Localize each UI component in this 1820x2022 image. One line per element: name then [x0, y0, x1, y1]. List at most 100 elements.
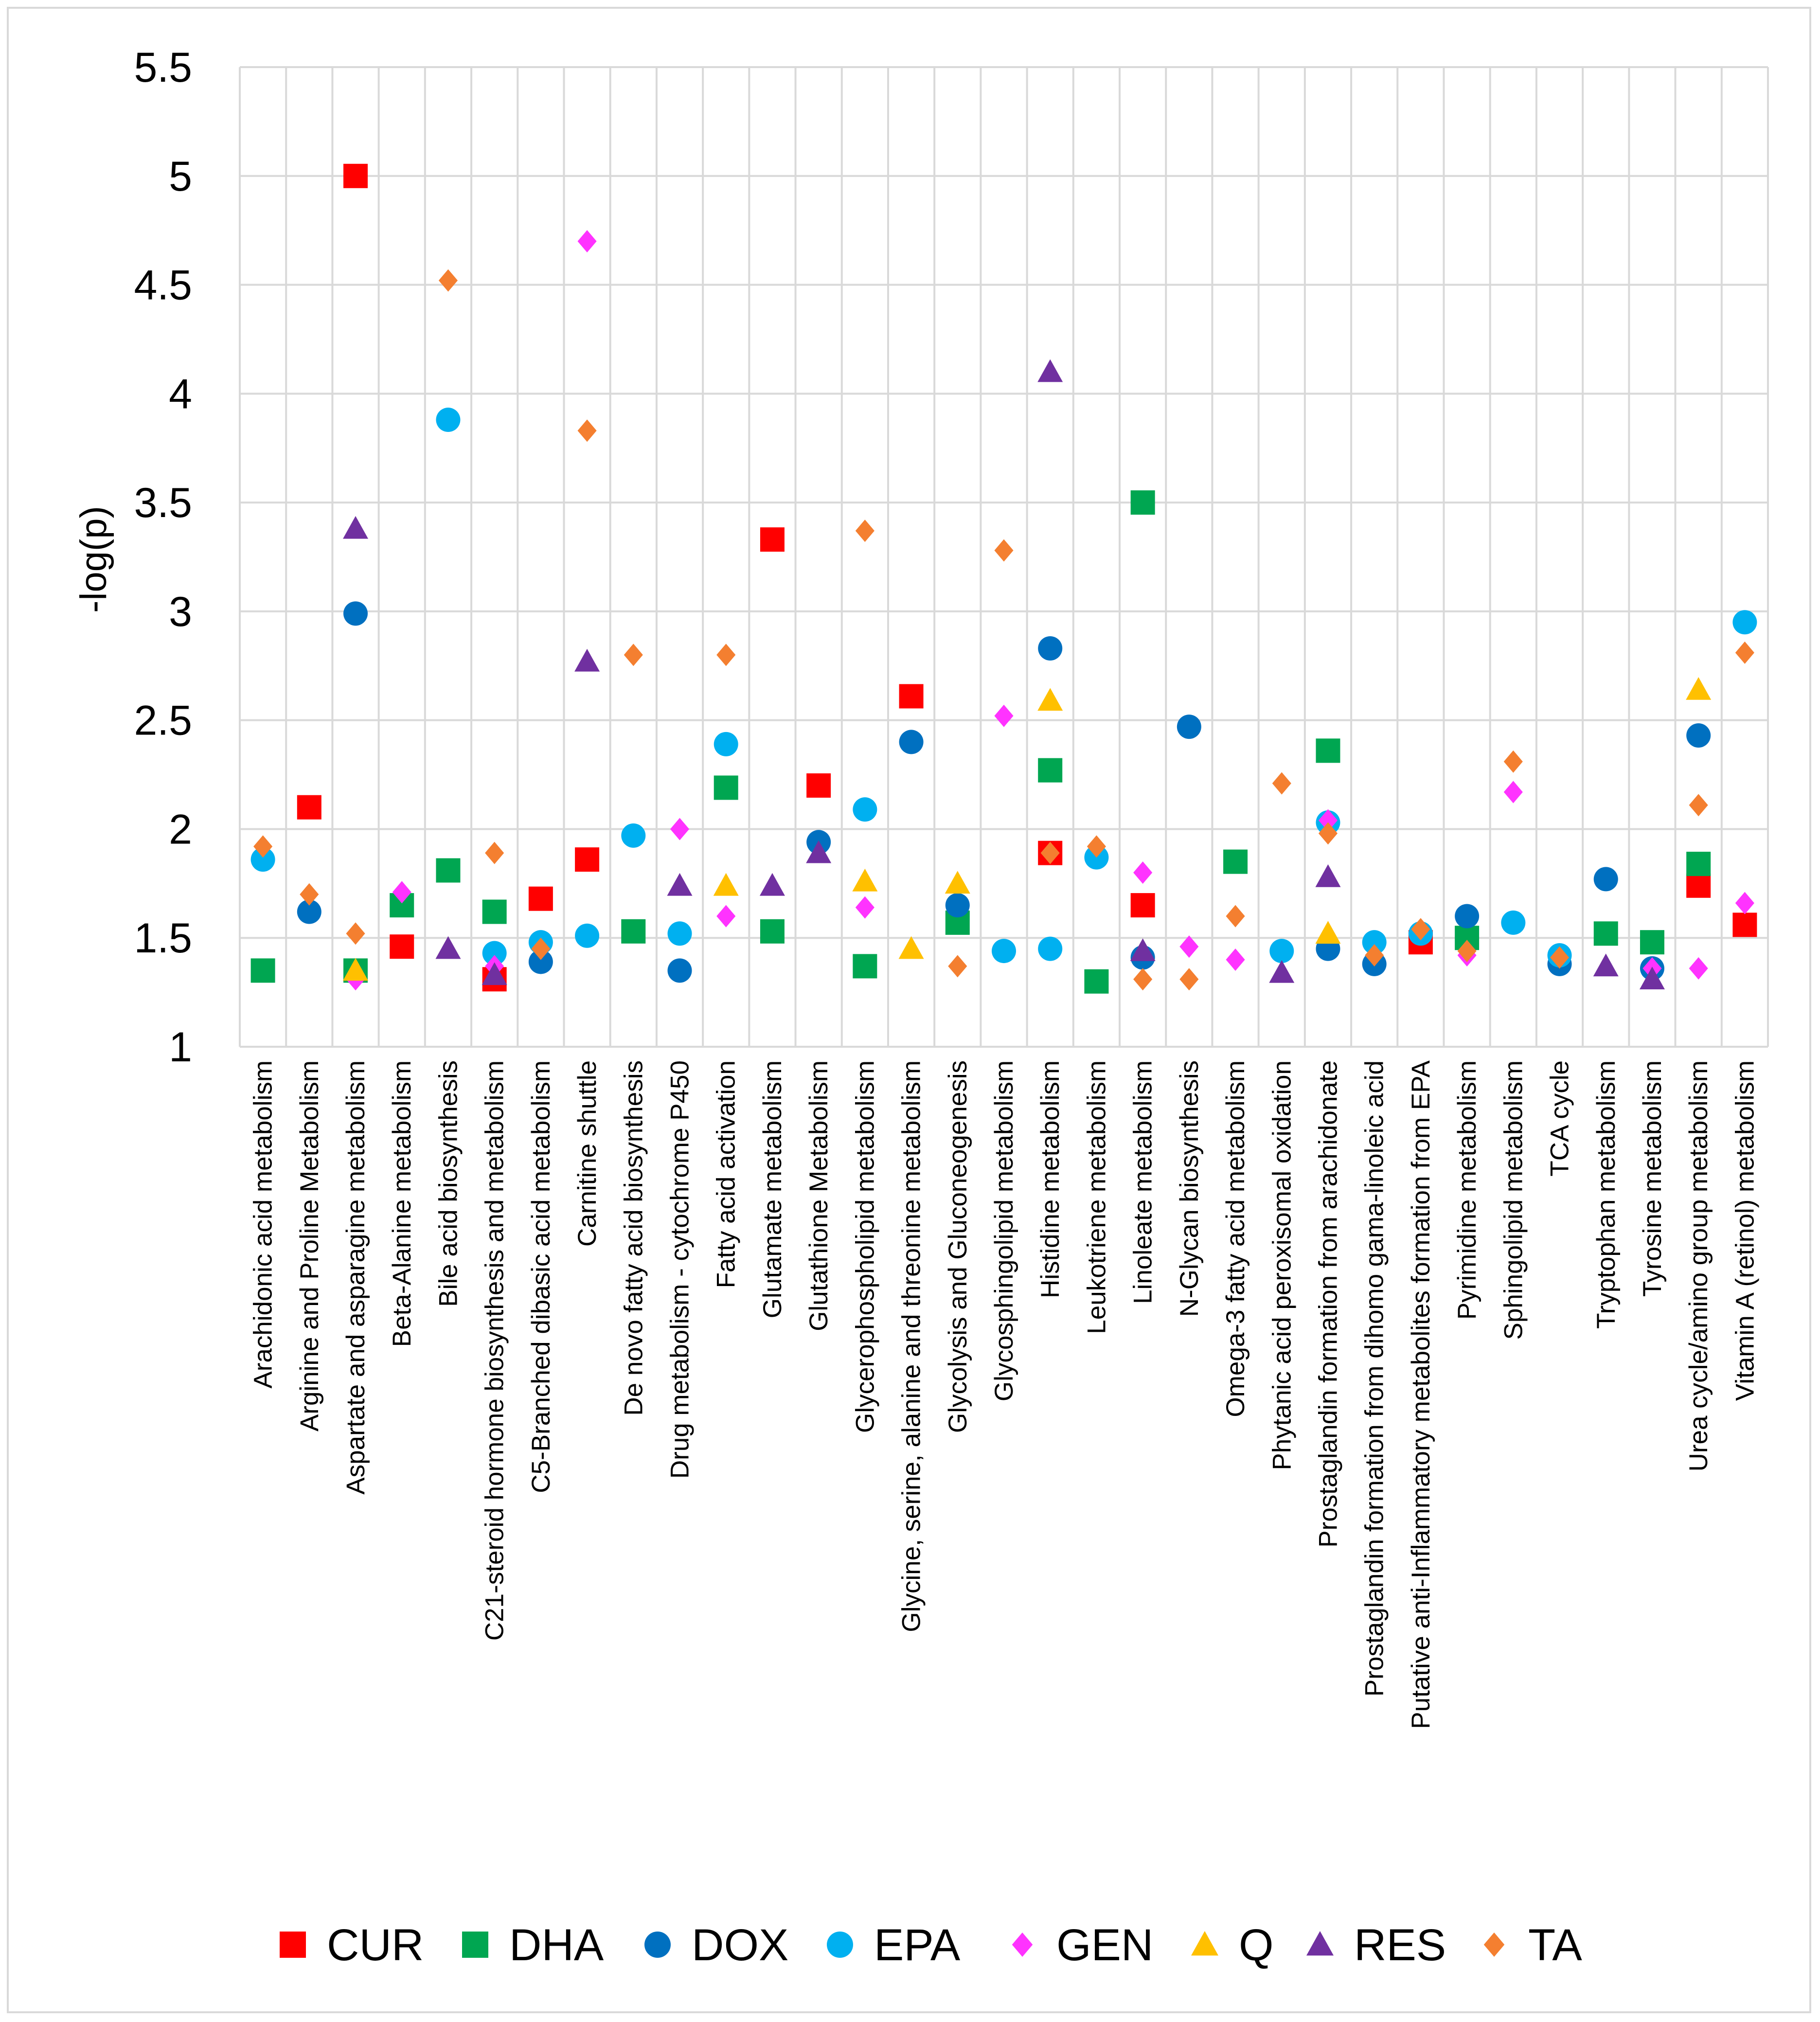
x-tick-label: Arachidonic acid metabolism [249, 1060, 278, 1389]
legend-marker-ta [1483, 1933, 1505, 1957]
point-gen [855, 896, 874, 919]
point-gen [1133, 861, 1153, 884]
x-tick-label: Glycolysis and Gluconeogenesis [944, 1060, 972, 1433]
point-res [1639, 966, 1665, 990]
point-res [759, 873, 785, 896]
y-tick-label: 1.5 [134, 915, 192, 962]
legend-marker-res [1306, 1931, 1334, 1956]
point-dox [528, 949, 553, 974]
y-tick-label: 5.5 [134, 44, 192, 91]
point-res [1315, 864, 1341, 887]
x-tick-label: C21-steroid hormone biosynthesis and met… [481, 1060, 509, 1641]
point-dha [621, 919, 646, 944]
y-tick-label: 4 [169, 371, 192, 417]
x-tick-label: Glycine, serine, alanine and threonine m… [897, 1060, 926, 1632]
point-epa [1501, 910, 1526, 935]
point-gen [716, 905, 736, 928]
x-tick-label: Leukotriene metabolism [1082, 1060, 1111, 1334]
point-res [435, 936, 461, 959]
gridlines [239, 66, 1769, 1048]
point-ta [994, 539, 1014, 562]
point-ta [1133, 968, 1153, 991]
point-gen [392, 881, 411, 904]
point-gen [1179, 935, 1199, 958]
point-epa [1732, 610, 1757, 635]
point-q [713, 873, 739, 896]
point-epa [853, 797, 877, 822]
legend-label-gen: GEN [1056, 1920, 1153, 1970]
point-dox [1593, 867, 1618, 892]
y-tick-label: 2 [169, 806, 192, 853]
x-tick-label: Drug metabolism - cytochrome P450 [666, 1060, 695, 1479]
point-ta [300, 883, 319, 906]
point-dox [667, 958, 692, 983]
point-ta [1365, 944, 1384, 967]
x-tick-label: Omega-3 fatty acid metabolism [1221, 1060, 1250, 1417]
point-ta [716, 644, 736, 666]
point-dox [1455, 904, 1480, 929]
legend: CUR DHA DOX EPA GEN Q RES TA [280, 1920, 1582, 1970]
x-tick-label: Linoleate metabolism [1129, 1060, 1158, 1304]
x-tick-label: Putative anti-Inflammatory metabolites f… [1407, 1060, 1435, 1729]
point-cur [575, 847, 600, 872]
point-dha [760, 919, 785, 944]
point-q [852, 868, 878, 892]
point-dox [1038, 636, 1063, 661]
point-dha [250, 958, 275, 983]
legend-label-dox: DOX [692, 1920, 788, 1970]
point-cur [760, 527, 785, 552]
point-gen [1226, 948, 1245, 971]
point-epa [1269, 939, 1294, 964]
x-tick-label: Glutathione Metabolism [804, 1060, 833, 1331]
point-ta [1040, 841, 1060, 864]
point-dha [1593, 921, 1618, 946]
point-dha [714, 775, 738, 800]
series-res [343, 359, 1665, 990]
x-tick-label: Phytanic acid peroxisomal oxidation [1267, 1060, 1296, 1470]
x-tick-label: Vitamin A (retinol) metabolism [1731, 1060, 1759, 1401]
x-tick-label: Carnitine shuttle [573, 1060, 602, 1247]
legend-label-dha: DHA [509, 1920, 604, 1970]
chart-frame [7, 7, 1811, 2013]
legend-marker-dox [644, 1932, 671, 1958]
point-cur [390, 934, 414, 959]
point-epa [714, 732, 738, 756]
point-cur [899, 684, 924, 709]
point-ta [855, 519, 874, 542]
x-tick-label: Sphingolipid metabolism [1499, 1060, 1528, 1340]
legend-label-res: RES [1354, 1920, 1446, 1970]
x-tick-label: Prostaglandin formation from dihomo gama… [1360, 1060, 1389, 1697]
point-dox [343, 601, 368, 626]
point-ta [1550, 946, 1570, 969]
series-epa [250, 408, 1757, 968]
point-ta [438, 269, 458, 292]
point-dha [1223, 849, 1248, 874]
point-ta [1087, 835, 1106, 858]
legend-marker-q [1191, 1931, 1218, 1956]
point-ta [485, 841, 504, 864]
y-tick-label: 1 [169, 1024, 192, 1071]
point-ta [1457, 940, 1477, 963]
legend-label-epa: EPA [874, 1920, 961, 1970]
point-ta [1318, 822, 1338, 845]
point-epa [436, 408, 461, 432]
point-gen [1689, 957, 1708, 980]
point-epa [1362, 930, 1387, 955]
x-tick-label: Fatty acid activation [712, 1060, 741, 1288]
y-axis-ticks: 1 1.5 2 2.5 3 3.5 4 4.5 5 5.5 [134, 44, 192, 1071]
x-tick-label: Arginine and Proline Metabolism [295, 1060, 324, 1432]
point-ta [1179, 968, 1199, 991]
point-ta [1689, 794, 1708, 817]
x-tick-label: Glycerophospholipid metabolism [851, 1060, 879, 1433]
series-dha [250, 490, 1711, 994]
point-gen [1503, 781, 1523, 804]
y-tick-label: 5 [169, 153, 192, 200]
point-cur [1130, 893, 1155, 918]
x-axis-ticks: Arachidonic acid metabolism Arginine and … [249, 1060, 1760, 1729]
point-dha [1038, 758, 1063, 783]
point-ta [531, 937, 551, 960]
point-dox [945, 893, 970, 918]
point-cur [806, 773, 831, 798]
point-epa [667, 921, 692, 946]
x-tick-label: TCA cycle [1546, 1060, 1574, 1177]
